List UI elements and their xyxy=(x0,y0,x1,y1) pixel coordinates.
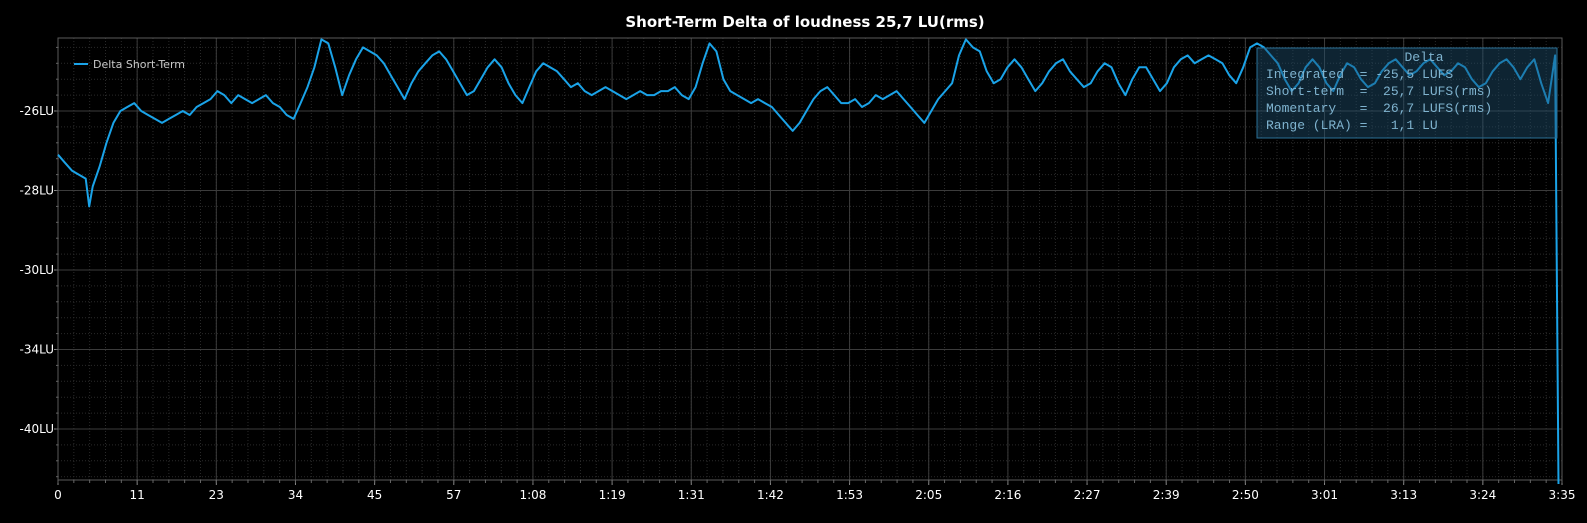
legend[interactable]: Delta Short-Term xyxy=(74,58,185,71)
x-tick-label: 1:53 xyxy=(836,488,863,502)
plot-frame xyxy=(57,37,1563,481)
x-tick-label: 11 xyxy=(130,488,145,502)
x-tick-label: 1:31 xyxy=(678,488,705,502)
x-tick-label: 2:05 xyxy=(915,488,942,502)
x-tick-label: 2:27 xyxy=(1074,488,1101,502)
x-tick-label: 3:13 xyxy=(1390,488,1417,502)
legend-label: Delta Short-Term xyxy=(93,58,185,71)
x-tick-label: 2:16 xyxy=(994,488,1021,502)
x-tick-label: 0 xyxy=(54,488,62,502)
stats-box: Delta Integrated = -25,5 LUFS Short-term… xyxy=(1256,47,1558,139)
y-tick-label: -40LU xyxy=(20,422,54,436)
x-tick-label: 1:42 xyxy=(757,488,784,502)
y-tick-label: -34LU xyxy=(20,343,54,357)
stats-momentary: Momentary = 26,7 LUFS(rms) xyxy=(1266,101,1492,116)
stats-short-term: Short-term = 25,7 LUFS(rms) xyxy=(1266,84,1492,99)
x-tick-label: 3:01 xyxy=(1311,488,1338,502)
x-tick-label: 1:08 xyxy=(519,488,546,502)
stats-box-background xyxy=(1256,47,1558,139)
x-tick-label: 34 xyxy=(288,488,303,502)
series-layer xyxy=(57,38,1560,485)
x-tick-label: 2:50 xyxy=(1232,488,1259,502)
y-axis: -26LU -28LU -30LU -34LU -40LU xyxy=(20,46,58,478)
x-tick-label: 3:24 xyxy=(1469,488,1496,502)
stats-integrated: Integrated = -25,5 LUFS xyxy=(1266,67,1453,82)
x-axis: 0 11 23 34 45 57 1:08 1:19 1:31 1:42 1:53 2:05 2:16 2… xyxy=(54,480,1575,502)
stats-header: Delta xyxy=(1404,50,1443,65)
x-tick-label: 45 xyxy=(367,488,382,502)
chart-title: Short-Term Delta of loudness 25,7 LU(rms… xyxy=(625,13,984,31)
stats-range: Range (LRA) = 1,1 LU xyxy=(1266,118,1438,133)
y-tick-label: -30LU xyxy=(20,263,54,277)
x-tick-label: 23 xyxy=(209,488,224,502)
x-tick-label: 3:35 xyxy=(1549,488,1576,502)
y-tick-label: -28LU xyxy=(20,184,54,198)
y-tick-label: -26LU xyxy=(20,104,54,118)
x-tick-label: 2:39 xyxy=(1153,488,1180,502)
x-tick-label: 57 xyxy=(446,488,461,502)
series-line-0 xyxy=(57,38,1560,485)
x-tick-label: 1:19 xyxy=(599,488,626,502)
